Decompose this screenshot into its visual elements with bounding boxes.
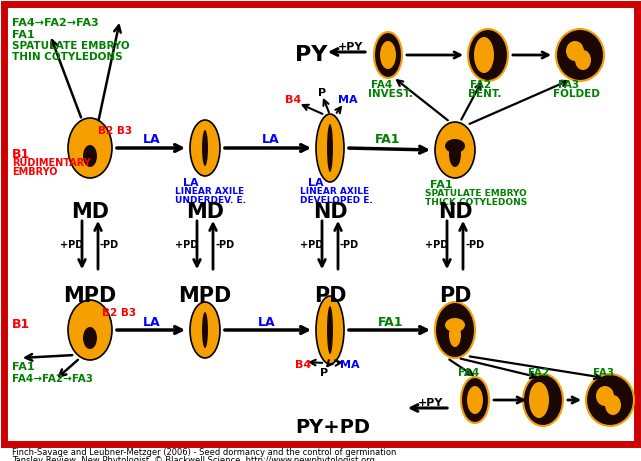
Text: BENT.: BENT. <box>468 89 501 99</box>
Text: FA4: FA4 <box>371 80 392 90</box>
Text: FA1: FA1 <box>12 362 35 372</box>
Text: FA1: FA1 <box>378 316 403 329</box>
Text: FA1: FA1 <box>375 133 401 146</box>
Text: +PD: +PD <box>60 240 83 250</box>
Text: SPATULATE EMBRYO: SPATULATE EMBRYO <box>425 189 527 198</box>
Ellipse shape <box>467 386 483 414</box>
Text: -PD: -PD <box>100 240 119 250</box>
Ellipse shape <box>523 374 563 426</box>
Ellipse shape <box>556 29 604 81</box>
Text: LA: LA <box>143 133 161 146</box>
Ellipse shape <box>202 312 208 348</box>
Ellipse shape <box>605 395 621 415</box>
Ellipse shape <box>596 386 614 406</box>
FancyBboxPatch shape <box>4 4 637 444</box>
Ellipse shape <box>435 122 475 178</box>
Ellipse shape <box>374 32 402 78</box>
Ellipse shape <box>190 120 220 176</box>
Text: FA3: FA3 <box>593 368 614 378</box>
Text: LA: LA <box>143 316 161 329</box>
Ellipse shape <box>190 302 220 358</box>
Ellipse shape <box>461 377 489 423</box>
Text: +PY: +PY <box>338 42 363 52</box>
Text: PD: PD <box>438 286 471 306</box>
Text: -PD: -PD <box>215 240 234 250</box>
Ellipse shape <box>445 318 465 332</box>
Text: FA4: FA4 <box>458 368 479 378</box>
Text: PY+PD: PY+PD <box>295 418 370 437</box>
Ellipse shape <box>435 302 475 358</box>
Ellipse shape <box>68 118 112 178</box>
Text: +PD: +PD <box>425 240 448 250</box>
Text: LA: LA <box>258 316 276 329</box>
Text: FA2: FA2 <box>528 368 549 378</box>
Text: INVEST.: INVEST. <box>368 89 413 99</box>
Ellipse shape <box>586 374 634 426</box>
Ellipse shape <box>327 124 333 172</box>
Text: ND: ND <box>438 202 472 222</box>
Text: DEVELOPED E.: DEVELOPED E. <box>300 196 373 205</box>
Text: MPD: MPD <box>178 286 231 306</box>
Text: LINEAR AXILE: LINEAR AXILE <box>300 187 369 196</box>
Text: FOLDED: FOLDED <box>553 89 600 99</box>
Text: UNDERDEV. E.: UNDERDEV. E. <box>175 196 246 205</box>
Text: THIN COTYLEDONS: THIN COTYLEDONS <box>12 52 122 62</box>
Text: +PD: +PD <box>175 240 198 250</box>
Ellipse shape <box>468 29 508 81</box>
Text: EMBRYO: EMBRYO <box>12 167 58 177</box>
Text: RUDIMENTARY: RUDIMENTARY <box>12 158 91 168</box>
Text: P: P <box>320 368 328 378</box>
Text: B4: B4 <box>295 360 312 370</box>
Ellipse shape <box>316 296 344 364</box>
Ellipse shape <box>380 41 396 69</box>
Text: MD: MD <box>71 202 109 222</box>
Ellipse shape <box>566 41 584 61</box>
Text: MD: MD <box>186 202 224 222</box>
Ellipse shape <box>529 382 549 418</box>
Text: B1: B1 <box>12 318 30 331</box>
Text: PY: PY <box>295 45 328 65</box>
Text: +PY: +PY <box>418 398 444 408</box>
Text: FA4→FA2→FA3: FA4→FA2→FA3 <box>12 374 93 384</box>
Text: THICK COTYLEDONS: THICK COTYLEDONS <box>425 198 528 207</box>
Text: FA1: FA1 <box>430 180 453 190</box>
Text: FA2: FA2 <box>470 80 491 90</box>
Ellipse shape <box>316 114 344 182</box>
Text: B2 B3: B2 B3 <box>102 308 136 318</box>
Text: -PD: -PD <box>340 240 359 250</box>
Text: LA: LA <box>183 178 199 188</box>
Text: FA4→FA2→FA3: FA4→FA2→FA3 <box>12 18 99 28</box>
Text: ND: ND <box>313 202 347 222</box>
Ellipse shape <box>83 327 97 349</box>
Ellipse shape <box>68 300 112 360</box>
Text: MPD: MPD <box>63 286 117 306</box>
Text: PD: PD <box>313 286 346 306</box>
Ellipse shape <box>474 37 494 73</box>
Text: LA: LA <box>262 133 279 146</box>
Text: MA: MA <box>338 95 358 105</box>
Text: MA: MA <box>340 360 360 370</box>
Text: B4: B4 <box>285 95 301 105</box>
Text: LINEAR AXILE: LINEAR AXILE <box>175 187 244 196</box>
Ellipse shape <box>327 306 333 354</box>
Text: P: P <box>318 88 326 98</box>
Text: SPATULATE EMBRYO: SPATULATE EMBRYO <box>12 41 129 51</box>
Ellipse shape <box>575 50 591 70</box>
Ellipse shape <box>445 139 465 153</box>
Text: Finch-Savage and Leubner-Metzger (2006) - Seed dormancy and the control of germi: Finch-Savage and Leubner-Metzger (2006) … <box>12 448 396 457</box>
Text: +PD: +PD <box>300 240 323 250</box>
Ellipse shape <box>449 141 461 167</box>
Ellipse shape <box>449 323 461 347</box>
Text: B2 B3: B2 B3 <box>98 126 132 136</box>
Text: LA: LA <box>308 178 324 188</box>
Ellipse shape <box>202 130 208 166</box>
Text: FA3: FA3 <box>558 80 579 90</box>
Text: -PD: -PD <box>465 240 484 250</box>
Text: Tansley Review, New Phytologist, © Blackwell Science, http://www.newphytologist.: Tansley Review, New Phytologist, © Black… <box>12 456 375 461</box>
Text: FA1: FA1 <box>12 30 35 40</box>
Text: B1: B1 <box>12 148 30 161</box>
Ellipse shape <box>83 145 97 167</box>
